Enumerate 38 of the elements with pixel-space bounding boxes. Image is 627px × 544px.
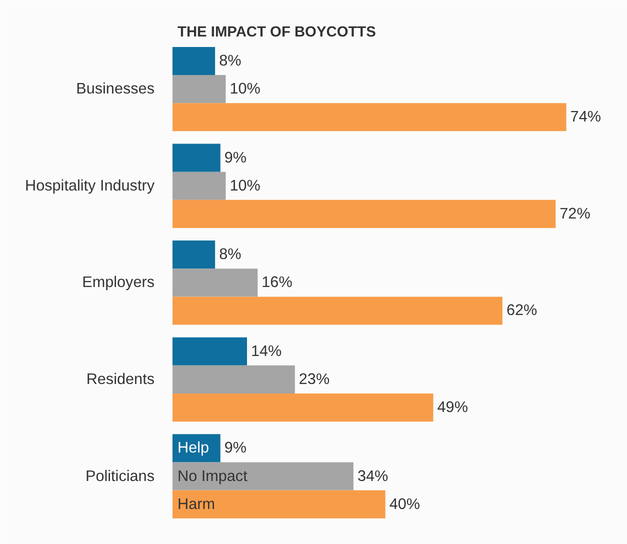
series-label: Harm: [178, 496, 215, 513]
y-tick-label: Politicians: [85, 468, 155, 485]
data-label: 10%: [230, 80, 261, 98]
data-label: 16%: [262, 274, 293, 292]
y-tick-label: Employers: [82, 274, 155, 292]
bar: [172, 365, 295, 394]
bar: [172, 393, 434, 422]
data-label: 9%: [224, 440, 247, 457]
bar: [172, 240, 216, 269]
bar: [172, 268, 258, 297]
data-label: 8%: [219, 52, 242, 70]
bar: [172, 337, 248, 366]
y-tick-label: Hospitality Industry: [25, 177, 155, 194]
data-label: 72%: [560, 205, 591, 222]
bar: [172, 144, 220, 172]
data-label: 23%: [298, 370, 330, 388]
y-tick-label: Businesses: [76, 80, 155, 98]
chart-title: THE IMPACT OF BOYCOTTS: [178, 24, 376, 40]
data-label: 14%: [251, 342, 282, 360]
data-label: 10%: [230, 177, 261, 194]
data-label: 74%: [570, 108, 602, 126]
data-label: 9%: [224, 149, 247, 166]
data-label: 62%: [506, 302, 538, 320]
series-label: Help: [178, 440, 210, 457]
bar: [172, 490, 386, 518]
bar: [172, 75, 226, 104]
series-label: No Impact: [178, 468, 248, 485]
data-label: 8%: [219, 246, 242, 264]
data-label: 34%: [357, 468, 388, 485]
bar: [172, 462, 354, 490]
bar: [172, 46, 216, 76]
y-tick-label: Residents: [86, 370, 155, 388]
bar: [172, 103, 566, 132]
bar: [172, 296, 502, 325]
data-label: 40%: [389, 496, 420, 513]
bar: [172, 172, 226, 200]
data-label: 49%: [437, 399, 468, 416]
bar: [172, 200, 556, 228]
